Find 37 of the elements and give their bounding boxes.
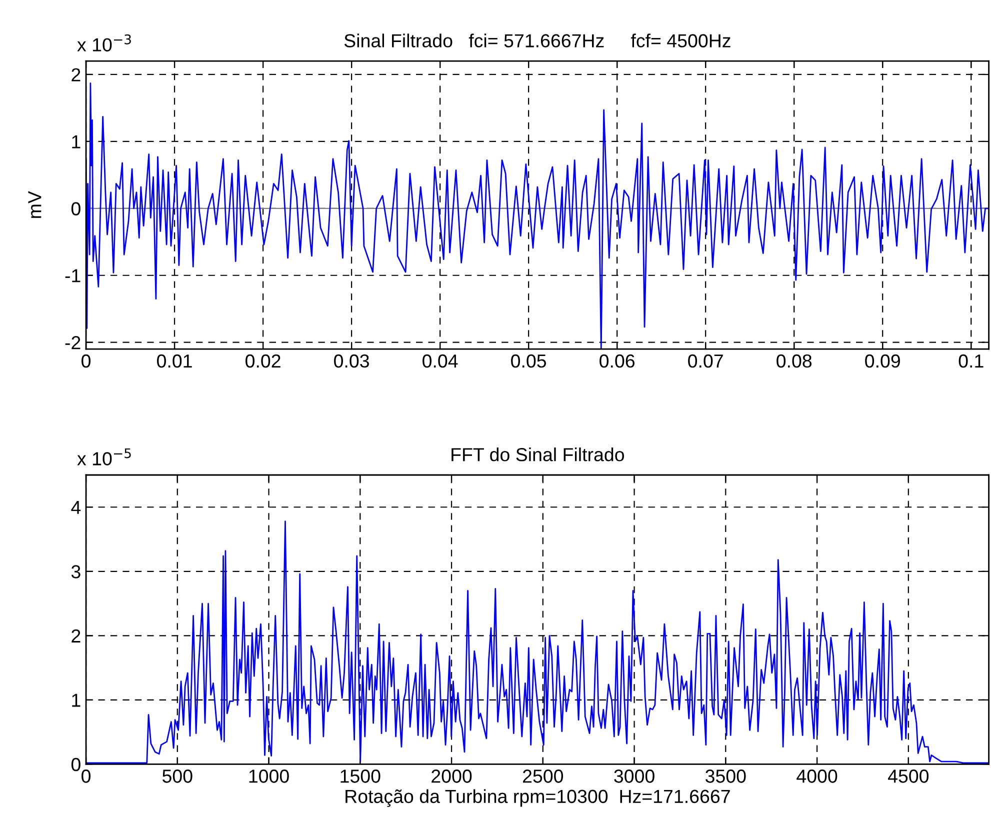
x-axis-title: Rotação da Turbina rpm=10300 Hz=171.6667: [346, 789, 730, 807]
x-tick-label: 0.08: [776, 354, 812, 368]
x-tick-label: 0.05: [511, 354, 546, 368]
x-tick-label: 1000: [249, 770, 289, 783]
x-tick-label: 4500: [888, 770, 929, 783]
y-tick-label: 2: [72, 629, 80, 642]
y-tick-label: 3: [71, 565, 80, 578]
x-tick-label: 0.04: [422, 354, 458, 368]
text: x 10$^{−3}$: [77, 34, 131, 52]
x-tick-label: 2500: [522, 770, 564, 783]
x-tick-label: 0.09: [865, 354, 900, 368]
x-tick-label: 0: [82, 770, 90, 783]
x-tick-label: 4000: [796, 770, 838, 783]
y-tick-label: 0: [71, 202, 80, 216]
y-tick-label: 4: [71, 501, 81, 514]
y-tick-label: 1: [72, 135, 80, 148]
chart-title: FFT do Sinal Filtrado: [452, 448, 624, 462]
y-axis-title: mV: [28, 191, 42, 218]
x-tick-label: 0.06: [600, 354, 634, 368]
y-tick-label: 1: [72, 694, 80, 707]
x-tick-label: 0.01: [157, 354, 192, 368]
x-tick-label: 1500: [340, 770, 380, 783]
x-tick-label: 3500: [706, 770, 746, 783]
x-tick-label: 3000: [614, 770, 654, 783]
y-tick-label: -1: [65, 269, 80, 282]
x-tick-label: 0.1: [958, 354, 984, 368]
x-tick-label: 0: [82, 354, 90, 368]
x-tick-label: 500: [162, 770, 192, 783]
y-tick-label: 0: [71, 758, 80, 772]
x-tick-label: 0.07: [688, 354, 723, 368]
x-tick-label: 0.02: [246, 354, 280, 368]
x-tick-label: 2000: [432, 770, 472, 783]
x-tick-label: 0.03: [334, 354, 369, 368]
y-tick-label: 2: [72, 68, 80, 82]
chart-title: Sinal Filtrado fci= 571.6667Hz fcf= 4500Hz: [344, 34, 730, 48]
y-tick-label: -2: [65, 336, 80, 350]
text: x 10$^{−5}$: [77, 448, 131, 466]
